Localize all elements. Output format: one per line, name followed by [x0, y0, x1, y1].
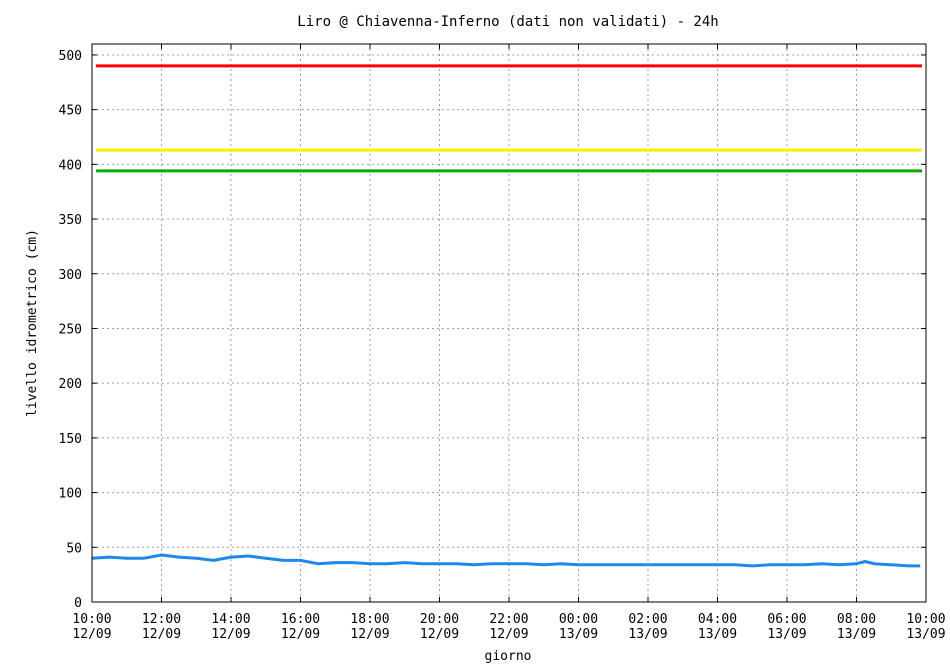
- x-tick-time-label: 02:00: [628, 612, 667, 627]
- x-tick-date-label: 12/09: [350, 627, 389, 642]
- x-tick-time-label: 18:00: [350, 612, 389, 627]
- x-tick-time-label: 16:00: [281, 612, 320, 627]
- y-axis-ticks: 0 50 100 150 200 250 300 350 400 450 500: [59, 49, 926, 611]
- grid-layer: [92, 44, 926, 602]
- x-tick-date-label: 12/09: [142, 627, 181, 642]
- x-tick-date-label: 13/09: [698, 627, 737, 642]
- x-tick-date-label: 13/09: [559, 627, 598, 642]
- x-tick-time-label: 12:00: [142, 612, 181, 627]
- y-tick-label: 500: [59, 49, 82, 64]
- y-tick-label: 50: [66, 541, 82, 556]
- y-axis-label: livello idrometrico (cm): [25, 229, 40, 417]
- chart-title: Liro @ Chiavenna-Inferno (dati non valid…: [297, 14, 718, 30]
- y-tick-label: 250: [59, 322, 82, 337]
- y-tick-label: 300: [59, 268, 82, 283]
- y-tick-label: 100: [59, 487, 82, 502]
- x-tick-time-label: 10:00: [906, 612, 945, 627]
- y-tick-label: 150: [59, 432, 82, 447]
- x-axis-ticks: 10:0012/0912:0012/0914:0012/0916:0012/09…: [72, 44, 946, 642]
- plot-frame: [91, 43, 927, 603]
- x-tick-time-label: 22:00: [489, 612, 528, 627]
- x-tick-time-label: 14:00: [211, 612, 250, 627]
- x-tick-date-label: 12/09: [211, 627, 250, 642]
- x-tick-date-label: 12/09: [420, 627, 459, 642]
- x-tick-date-label: 13/09: [628, 627, 667, 642]
- x-tick-time-label: 10:00: [72, 612, 111, 627]
- x-tick-date-label: 12/09: [72, 627, 111, 642]
- x-tick-time-label: 00:00: [559, 612, 598, 627]
- series-layer: [91, 553, 921, 568]
- x-tick-date-label: 12/09: [489, 627, 528, 642]
- x-tick-time-label: 08:00: [837, 612, 876, 627]
- x-tick-date-label: 13/09: [767, 627, 806, 642]
- x-tick-date-label: 13/09: [906, 627, 945, 642]
- series-line: [91, 553, 921, 568]
- x-tick-time-label: 06:00: [767, 612, 806, 627]
- y-tick-label: 400: [59, 158, 82, 173]
- y-tick-label: 350: [59, 213, 82, 228]
- y-tick-label: 0: [74, 596, 82, 611]
- x-tick-date-label: 12/09: [281, 627, 320, 642]
- x-tick-time-label: 04:00: [698, 612, 737, 627]
- x-axis-label: giorno: [485, 649, 532, 664]
- x-tick-date-label: 13/09: [837, 627, 876, 642]
- x-tick-time-label: 20:00: [420, 612, 459, 627]
- y-tick-label: 450: [59, 104, 82, 119]
- threshold-lines: [96, 64, 922, 173]
- y-tick-label: 200: [59, 377, 82, 392]
